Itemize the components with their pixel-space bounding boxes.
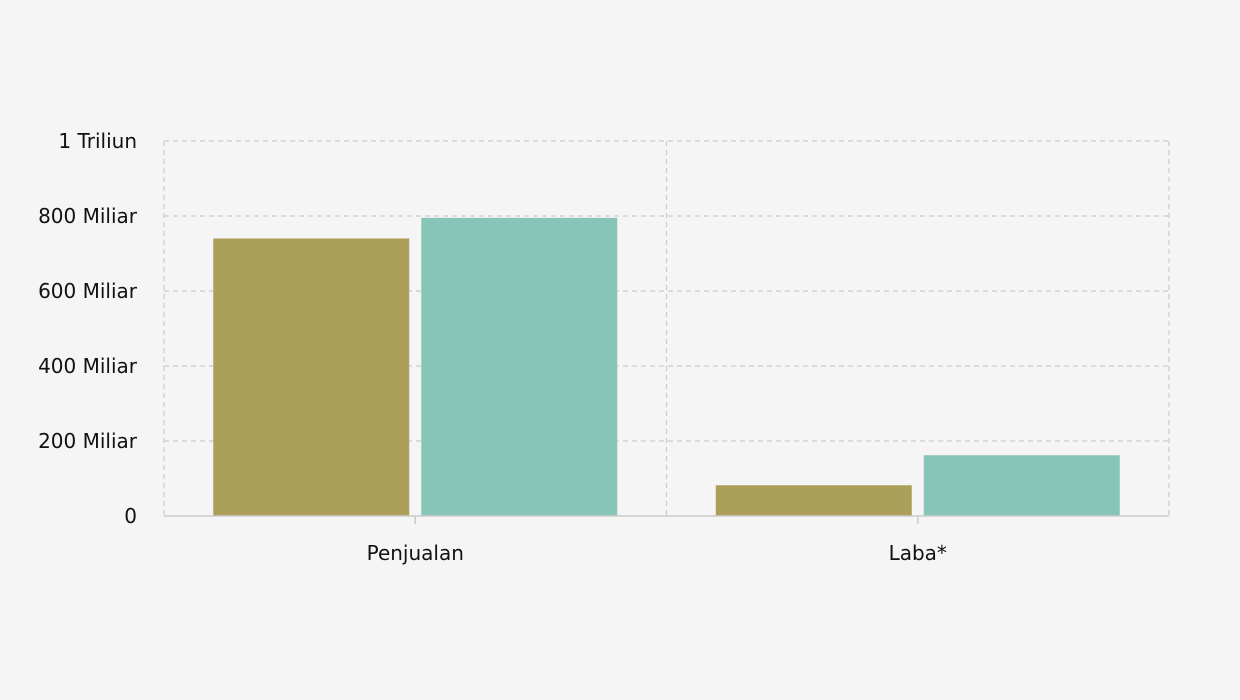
bar-layer bbox=[213, 217, 1120, 516]
x-tick-label: Penjualan bbox=[367, 541, 464, 565]
bar-1-1 bbox=[923, 455, 1120, 516]
label-layer: 0 200 Miliar 400 Miliar 600 Miliar 800 Milia… bbox=[38, 129, 947, 565]
bar-0-1 bbox=[421, 217, 618, 516]
y-tick-label: 1 Triliun bbox=[58, 129, 137, 153]
y-tick-label: 800 Miliar bbox=[38, 204, 138, 228]
grid-layer bbox=[163, 140, 1170, 516]
y-tick-label: 600 Miliar bbox=[38, 279, 138, 303]
bar-1-0 bbox=[715, 485, 912, 516]
x-tick-label: Laba* bbox=[889, 541, 947, 565]
axis-layer bbox=[164, 515, 1169, 524]
y-tick-label: 200 Miliar bbox=[38, 429, 138, 453]
bar-0-0 bbox=[213, 238, 410, 516]
y-tick-label: 400 Miliar bbox=[38, 354, 138, 378]
y-tick-label: 0 bbox=[124, 504, 137, 528]
